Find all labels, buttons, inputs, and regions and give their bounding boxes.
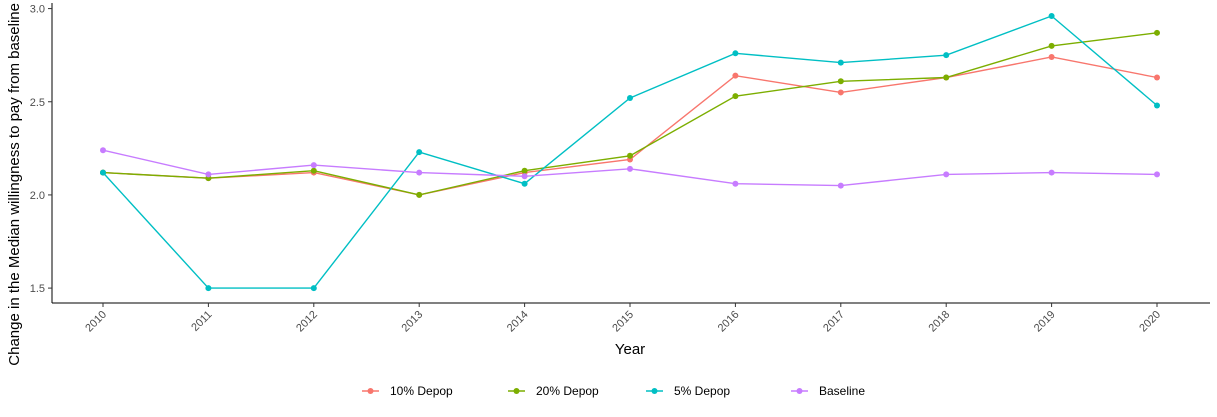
data-point-baseline (1154, 171, 1160, 178)
data-point-5-depop (205, 285, 212, 292)
data-point-baseline (521, 173, 528, 180)
series-10-depop (100, 54, 1160, 198)
series-line-5-depop (102, 15, 1158, 289)
x-tick-label: 2014 (505, 309, 531, 335)
x-axis-title: Year (615, 341, 645, 358)
data-point-baseline (310, 162, 317, 169)
data-point-baseline (205, 171, 212, 178)
data-point-baseline (100, 147, 106, 154)
legend-item-20-depop: 20% Depop (508, 384, 599, 398)
series-20-depop (100, 29, 1160, 198)
y-tick-label: 1.5 (30, 283, 45, 295)
data-point-20-depop (521, 167, 528, 174)
data-point-20-depop (1154, 29, 1160, 36)
y-tick-label: 2.5 (30, 97, 45, 109)
x-tick-label: 2012 (294, 309, 320, 335)
data-point-5-depop (627, 95, 633, 102)
data-point-10-depop (1048, 54, 1055, 61)
data-point-20-depop (416, 191, 423, 198)
data-point-5-depop (943, 52, 950, 59)
series-5-depop (100, 13, 1160, 292)
x-tick-label: 2019 (1032, 309, 1058, 335)
y-tick-label: 2.0 (30, 190, 45, 202)
data-point-20-depop (627, 152, 633, 159)
x-tick-label: 2020 (1137, 309, 1163, 335)
data-point-baseline (837, 182, 844, 189)
series-baseline (100, 147, 1160, 189)
legend-item-baseline: Baseline (791, 384, 865, 398)
data-point-5-depop (837, 59, 844, 66)
data-point-5-depop (521, 180, 528, 187)
data-point-20-depop (310, 167, 317, 174)
legend-key-point (651, 388, 658, 394)
data-point-baseline (627, 165, 633, 172)
data-point-baseline (1048, 169, 1055, 176)
legend-item-10-depop: 10% Depop (362, 384, 453, 398)
data-point-10-depop (1154, 74, 1160, 81)
x-tick-label: 2018 (927, 309, 953, 335)
data-point-5-depop (416, 149, 423, 156)
data-point-20-depop (1048, 42, 1055, 49)
y-axis-title: Change in the Median willingness to pay … (6, 3, 23, 366)
data-point-20-depop (837, 78, 844, 85)
data-point-baseline (732, 180, 739, 187)
legend-item-5-depop: 5% Depop (646, 384, 730, 398)
legend-key-point (367, 388, 374, 394)
data-point-20-depop (732, 93, 739, 100)
x-tick-label: 2010 (83, 309, 109, 335)
data-point-baseline (943, 171, 950, 178)
data-point-5-depop (732, 50, 739, 57)
data-point-5-depop (1154, 102, 1160, 109)
data-point-20-depop (943, 74, 950, 81)
x-tick-label: 2015 (610, 309, 636, 335)
legend-label: 20% Depop (536, 384, 599, 398)
data-point-5-depop (310, 285, 317, 292)
series-group (100, 13, 1160, 292)
x-tick-label: 2013 (400, 309, 426, 335)
x-tick-label: 2016 (716, 309, 742, 335)
legend-label: 10% Depop (390, 384, 453, 398)
legend-label: Baseline (819, 384, 865, 398)
data-point-5-depop (1048, 13, 1055, 20)
data-point-baseline (416, 169, 423, 176)
legend: 10% Depop 20% Depop 5% Depop Baseline (362, 384, 865, 398)
legend-key-point (796, 388, 803, 394)
x-tick-label: 2011 (189, 309, 214, 334)
axes: 1.5 2.0 2.5 3.0 2010 2011 2012 2013 2014 2015 2016… (30, 3, 1210, 334)
data-point-5-depop (100, 169, 106, 176)
data-point-10-depop (732, 72, 739, 79)
data-point-10-depop (837, 89, 844, 96)
x-tick-label: 2017 (821, 309, 847, 335)
y-tick-label: 3.0 (30, 4, 45, 16)
legend-key-point (513, 388, 520, 394)
legend-label: 5% Depop (674, 384, 730, 398)
